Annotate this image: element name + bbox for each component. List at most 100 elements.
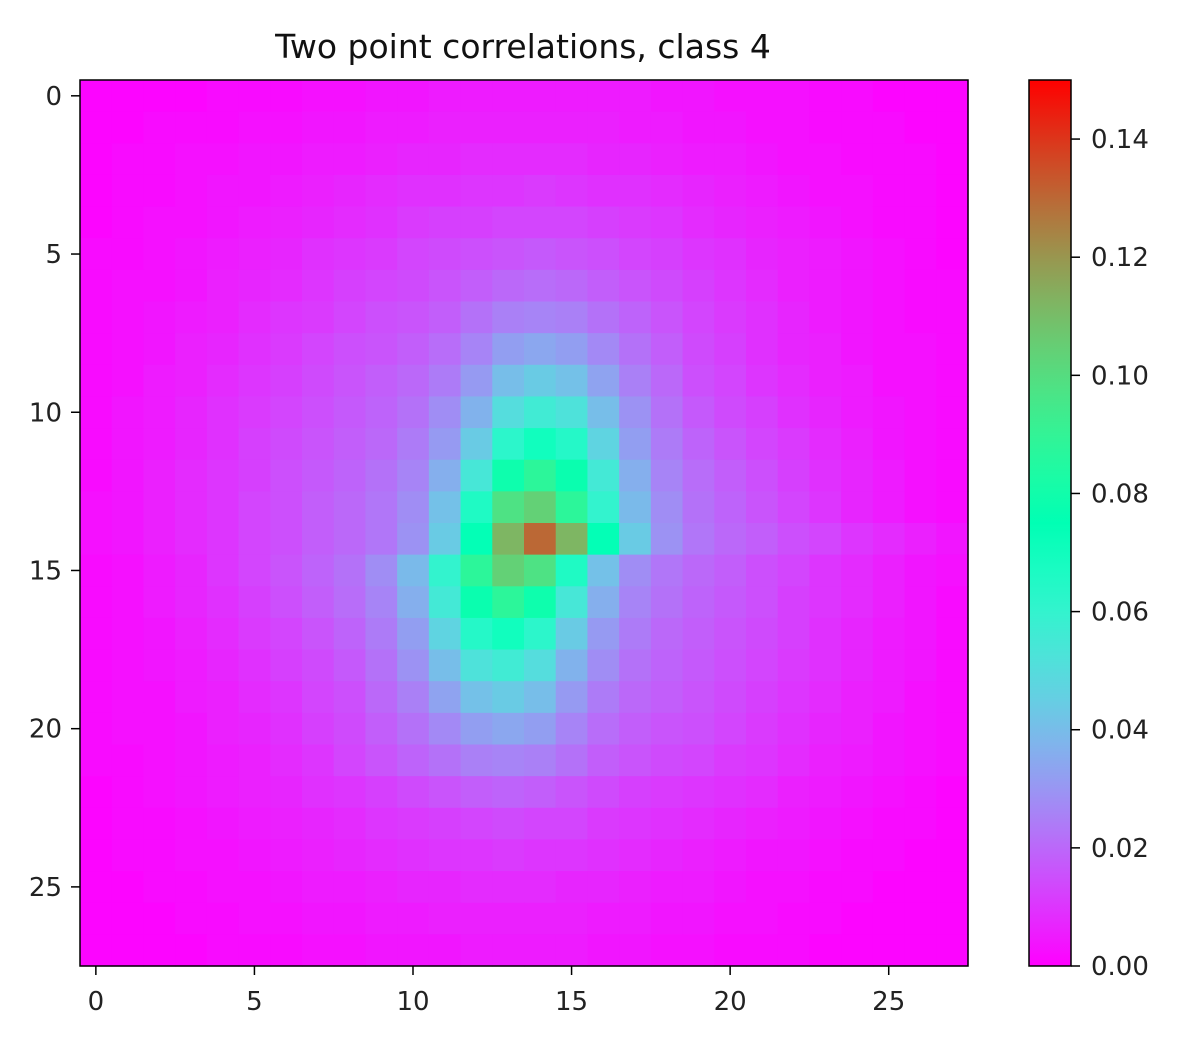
heatmap-cell	[238, 459, 271, 492]
heatmap-cell	[460, 712, 493, 746]
heatmap-cell	[936, 238, 969, 271]
heatmap-cell	[143, 712, 176, 746]
heatmap-cell	[524, 871, 557, 904]
colorbar-tick-label: 0.14	[1091, 125, 1149, 155]
heatmap-cell	[492, 206, 525, 239]
heatmap-cell	[809, 586, 842, 619]
heatmap-cell	[841, 586, 874, 619]
heatmap-cell	[492, 396, 525, 429]
heatmap-cell	[872, 617, 906, 651]
heatmap-cell	[841, 80, 874, 113]
heatmap-cell	[650, 649, 684, 682]
heatmap-cell	[714, 712, 747, 746]
heatmap-cell	[365, 111, 398, 144]
heatmap-cell	[650, 174, 684, 208]
heatmap-cell	[714, 80, 747, 113]
heatmap-cell	[111, 111, 145, 144]
heatmap-cell	[555, 428, 589, 461]
heatmap-cell	[650, 269, 684, 303]
heatmap-cell	[682, 333, 715, 366]
heatmap-cell	[175, 491, 208, 524]
heatmap-cell	[841, 301, 874, 334]
heatmap-cell	[619, 934, 652, 967]
heatmap-cell	[936, 617, 969, 651]
heatmap-cell	[841, 238, 874, 271]
heatmap-cell	[492, 554, 525, 587]
heatmap-cell	[143, 238, 176, 271]
heatmap-cell	[872, 143, 906, 176]
heatmap-cell	[841, 871, 874, 904]
heatmap-cell	[80, 744, 113, 777]
heatmap-cell	[428, 301, 462, 334]
heatmap-cell	[428, 174, 462, 208]
heatmap-cell	[587, 301, 620, 334]
heatmap-cell	[841, 744, 874, 777]
heatmap-cell	[904, 902, 937, 935]
heatmap-cell	[365, 902, 398, 935]
heatmap-cell	[587, 459, 620, 492]
heatmap-cell	[904, 301, 937, 334]
heatmap-cell	[428, 459, 462, 492]
heatmap-cell	[492, 301, 525, 334]
heatmap-cell	[587, 428, 620, 461]
heatmap-cell	[524, 143, 557, 176]
heatmap-cell	[682, 396, 715, 429]
heatmap-cell	[333, 649, 367, 682]
heatmap-cell	[619, 238, 652, 271]
heatmap-cell	[365, 871, 398, 904]
heatmap-cell	[111, 523, 145, 556]
heatmap-cell	[524, 428, 557, 461]
heatmap-cell	[111, 491, 145, 524]
heatmap-cell	[714, 396, 747, 429]
heatmap-cell	[492, 902, 525, 935]
heatmap-cell	[111, 269, 145, 303]
heatmap-cell	[777, 238, 811, 271]
heatmap-cell	[302, 111, 335, 144]
heatmap-cell	[555, 174, 589, 208]
heatmap-cell	[904, 523, 937, 556]
heatmap-cell	[619, 807, 652, 841]
y-tick-label: 10	[29, 398, 62, 428]
heatmap-cell	[619, 206, 652, 239]
heatmap-cell	[397, 396, 430, 429]
heatmap-cell	[460, 649, 493, 682]
heatmap-cell	[206, 238, 240, 271]
heatmap-cell	[238, 807, 271, 841]
heatmap-cell	[619, 491, 652, 524]
heatmap-cell	[270, 143, 303, 176]
heatmap-cell	[428, 902, 462, 935]
heatmap-cell	[555, 681, 589, 714]
heatmap-cell	[270, 238, 303, 271]
heatmap-cell	[809, 871, 842, 904]
heatmap-cell	[682, 174, 715, 208]
heatmap-cell	[809, 554, 842, 587]
heatmap-cell	[587, 174, 620, 208]
heatmap-cell	[650, 396, 684, 429]
heatmap-cell	[809, 459, 842, 492]
heatmap-cell	[365, 364, 398, 398]
heatmap-cell	[206, 617, 240, 651]
heatmap-cell	[777, 934, 811, 967]
heatmap-cell	[809, 174, 842, 208]
heatmap-cell	[397, 459, 430, 492]
heatmap-cell	[80, 712, 113, 746]
heatmap-cell	[809, 111, 842, 144]
heatmap-cell	[777, 459, 811, 492]
heatmap-cell	[682, 902, 715, 935]
colorbar-tick-label: 0.00	[1091, 952, 1149, 982]
heatmap-cell	[777, 586, 811, 619]
heatmap-cell	[714, 459, 747, 492]
heatmap-cell	[936, 744, 969, 777]
heatmap-cell	[619, 523, 652, 556]
heatmap-cell	[555, 712, 589, 746]
heatmap-cell	[206, 491, 240, 524]
heatmap-cell	[460, 396, 493, 429]
heatmap-cell	[270, 586, 303, 619]
heatmap-cell	[270, 206, 303, 239]
heatmap-cell	[714, 871, 747, 904]
heatmap-cell	[143, 428, 176, 461]
x-axis: 0 5 10 15 20 25	[88, 966, 905, 1017]
heatmap-cell	[841, 174, 874, 208]
heatmap-cell	[175, 649, 208, 682]
heatmap-cell	[460, 301, 493, 334]
